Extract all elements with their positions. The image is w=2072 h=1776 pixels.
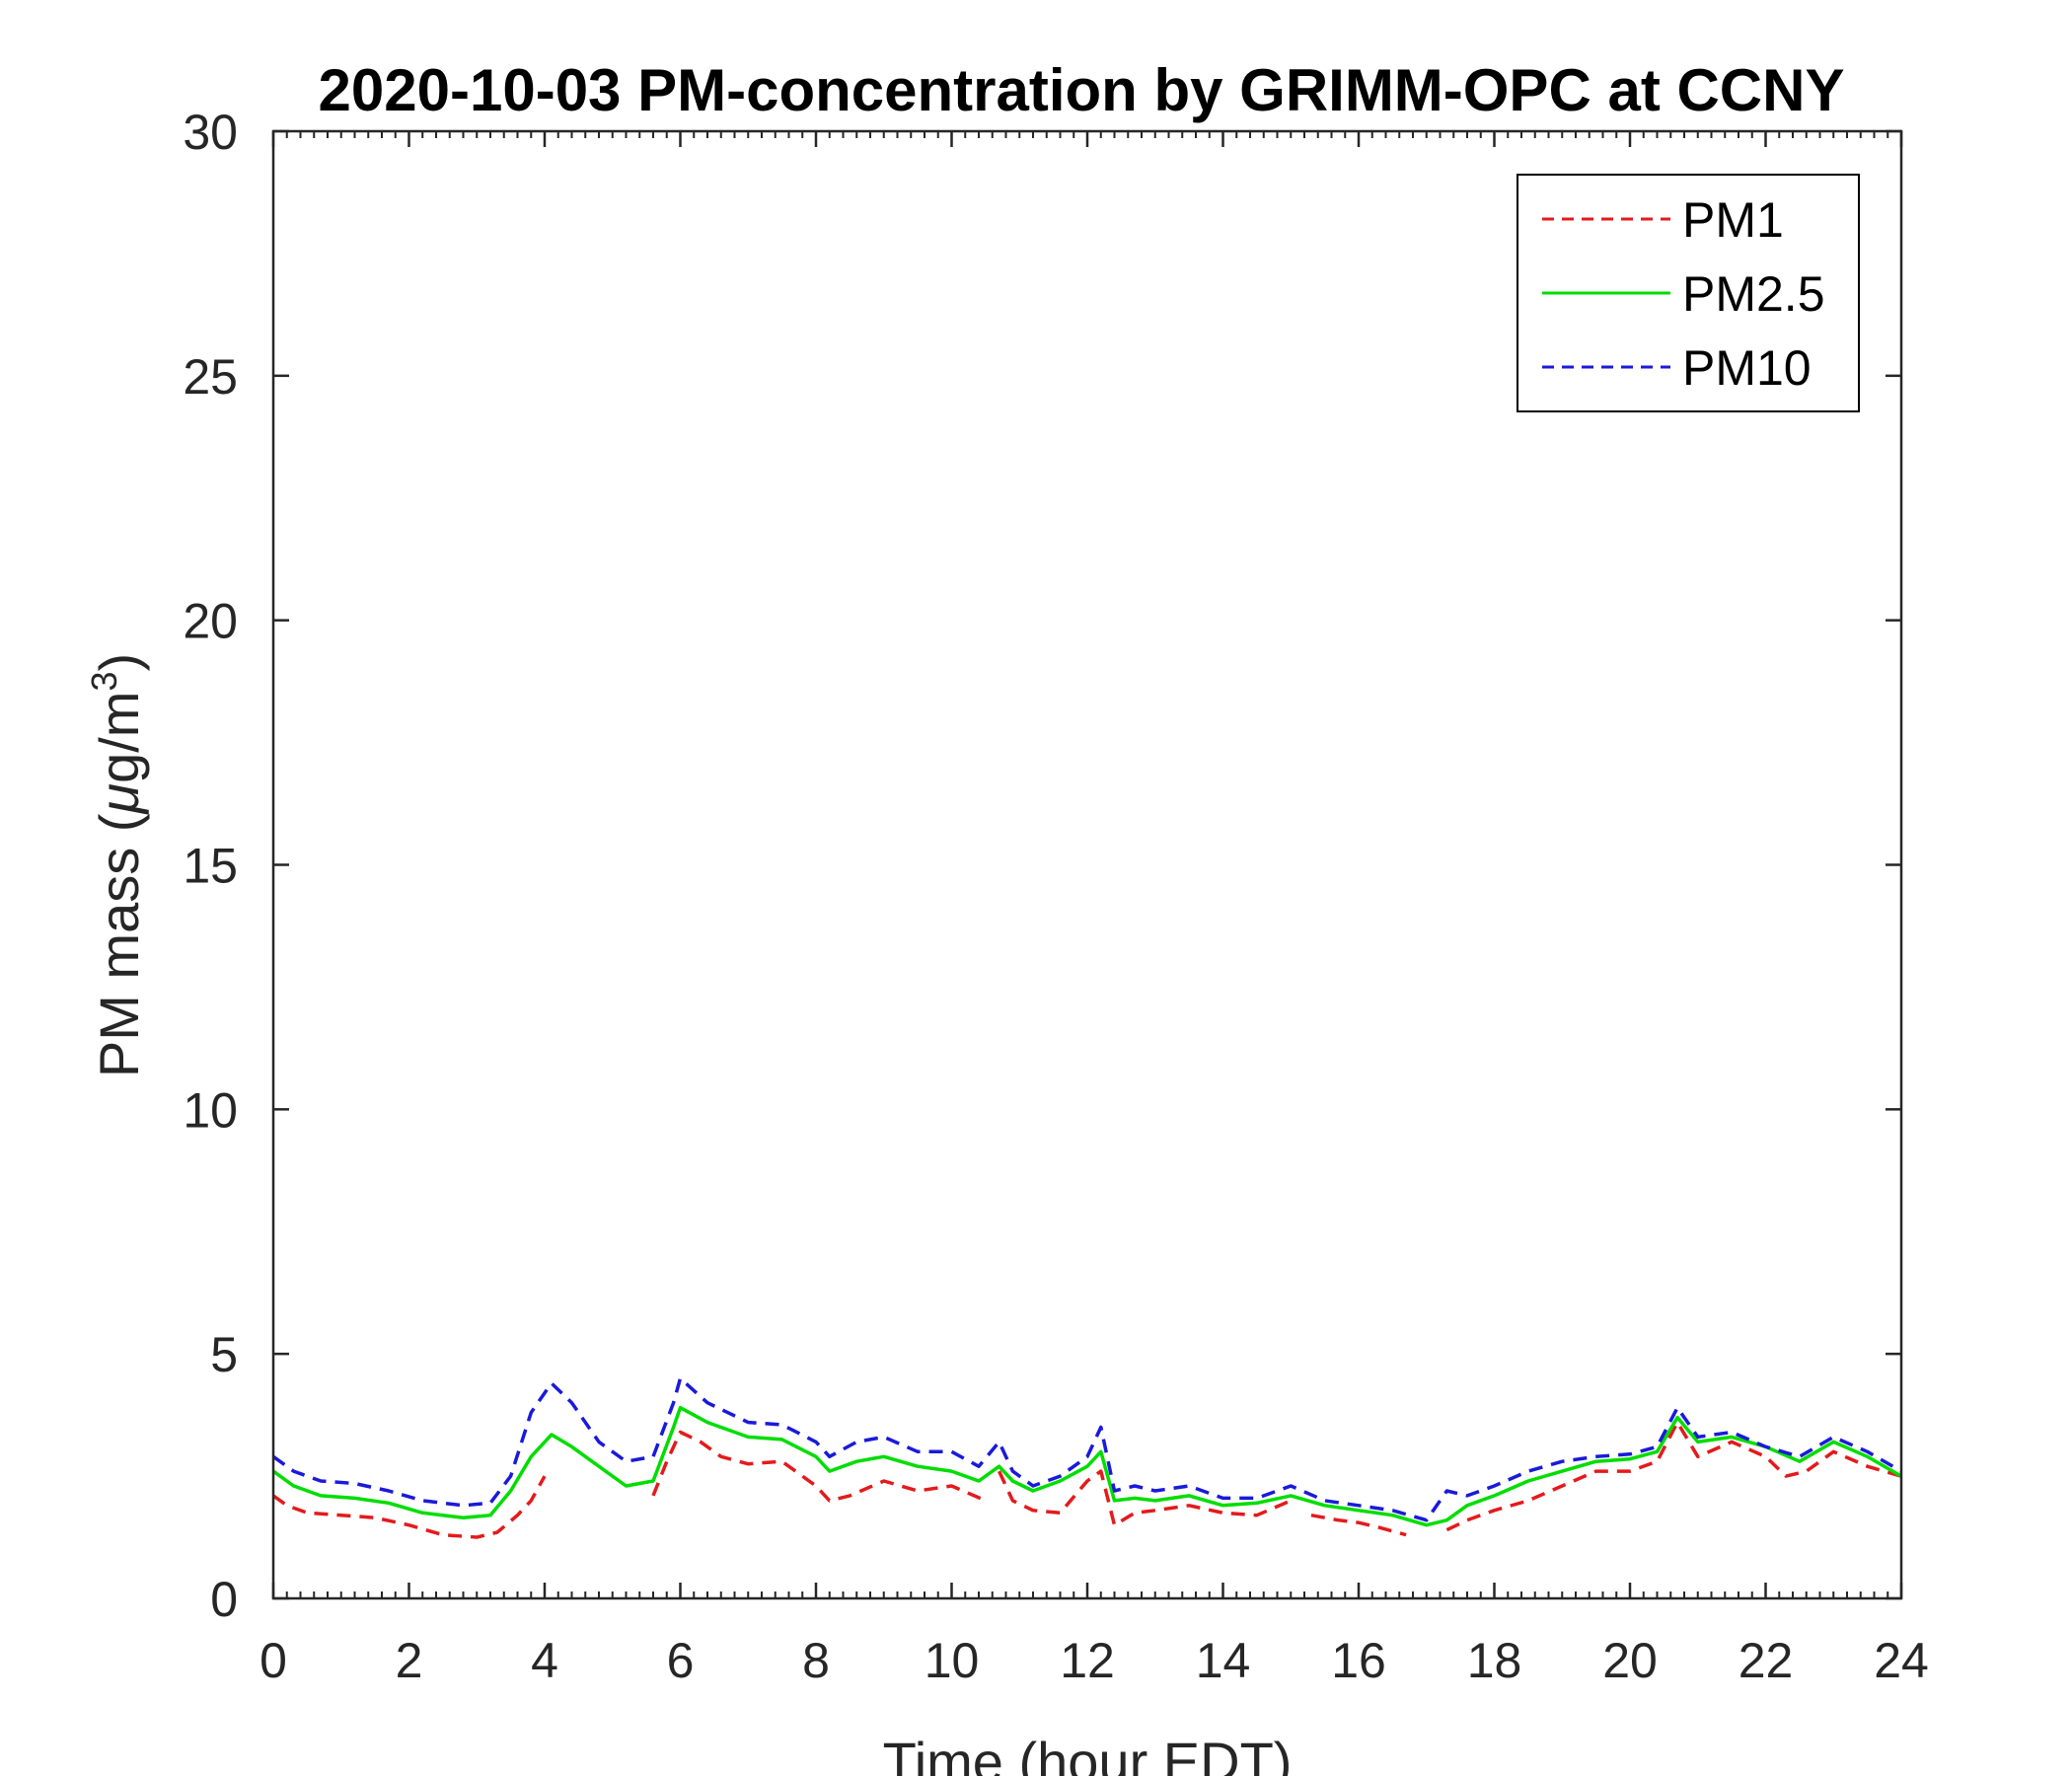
series-pm1-line-3 [1310,1513,1407,1537]
legend-label-pm10: PM10 [1682,340,1812,396]
series-pm2-5-line-0 [271,1405,1902,1527]
x-tick-label: 12 [1060,1633,1115,1688]
x-tick-label: 4 [531,1633,558,1688]
series-pm1-line-0 [271,1475,547,1539]
y-axis-label-close: ) [88,653,150,672]
y-tick-label: 25 [183,349,238,405]
x-tick-label: 0 [259,1633,287,1688]
legend-label-pm1: PM1 [1682,192,1784,248]
series-pm1-line-4 [1445,1420,1902,1532]
series-pm1-line-1 [651,1430,987,1503]
chart-title: 2020-10-03 PM-concentration by GRIMM-OPC… [319,57,1845,123]
x-tick-label: 10 [925,1633,980,1688]
legend: PM1 PM2.5 PM10 [1517,174,1860,412]
y-tick-label: 15 [183,839,238,894]
y-tick-label: 30 [183,105,238,160]
y-tick-label: 20 [183,594,238,649]
x-tick-label: 18 [1467,1633,1522,1688]
x-tick-label: 14 [1196,1633,1251,1688]
x-tick-label: 8 [802,1633,830,1688]
y-tick-label: 10 [183,1082,238,1138]
y-tick-label: 0 [210,1572,238,1627]
legend-label-pm2-5: PM2.5 [1682,266,1825,322]
x-tick-label: 2 [396,1633,423,1688]
series-pm10-line-0 [271,1376,1902,1522]
y-axis-label: PM mass (μg/m3) [84,653,150,1077]
y-axis-label-unit: g/m [88,692,150,783]
series-pm1-line-2 [998,1469,1292,1527]
plot-layer [271,1376,1902,1539]
x-axis-label: Time (hour EDT) [883,1731,1293,1776]
x-tick-label: 24 [1874,1633,1929,1688]
x-tick-label: 6 [667,1633,695,1688]
x-tick-label: 16 [1331,1633,1386,1688]
x-tick-label: 20 [1602,1633,1658,1688]
x-tick-label: 22 [1739,1633,1794,1688]
y-axis-label-mu: μ [88,783,150,816]
y-axis-label-superscript: 3 [84,672,124,692]
y-axis-label-main: PM mass ( [88,813,150,1077]
y-tick-label: 5 [210,1327,238,1382]
